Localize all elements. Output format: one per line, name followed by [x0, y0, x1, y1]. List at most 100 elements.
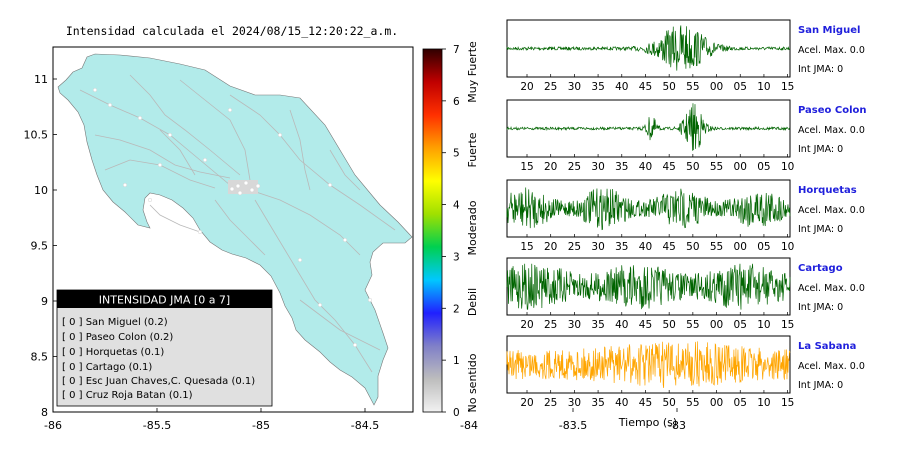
trace-tick-label: 25: [544, 397, 557, 409]
waveform-line: [506, 25, 791, 71]
station-name: Cartago: [798, 263, 843, 274]
map-frame: [52, 46, 414, 413]
trace-tick-label: 20: [520, 397, 533, 409]
legend-item: [ 0 ] Horquetas (0.1): [62, 347, 164, 358]
trace-panel-san-miguel: 20 25 30 35 40 45 50 55 00 05 10 15 San Miguel Acel. …: [506, 19, 865, 93]
trace-tick-label: 30: [591, 161, 604, 173]
trace-tick-label: 15: [520, 161, 533, 173]
map-y-tick-label: 9: [41, 295, 48, 308]
station-accel: Acel. Max. 0.0: [798, 205, 865, 216]
trace-tick-label: 55: [686, 81, 699, 93]
trace-tick-label: 00: [734, 161, 747, 173]
trace-tick-label: 45: [639, 319, 652, 331]
trace-tick-label: 45: [639, 397, 652, 409]
trace-tick-label: 45: [639, 81, 652, 93]
station-intensity: Int JMA: 0: [798, 64, 843, 75]
map-x-tick-label: -83.5: [559, 419, 587, 432]
trace-panel-paseo-colon: 15 20 25 30 35 40 45 50 55 00 05 10 Paseo Colon Acel.…: [506, 99, 867, 173]
trace-tick-label: 00: [710, 397, 723, 409]
trace-tick-label: 35: [591, 319, 604, 331]
waveform-line: [506, 103, 791, 151]
trace-tick-label: 30: [568, 81, 581, 93]
station-accel: Acel. Max. 0.0: [798, 361, 865, 372]
waveform-line: [506, 187, 791, 231]
trace-panel-la-sabana: 20 25 30 35 40 45 50 55 00 05 10 15 La Sabana Acel. M…: [506, 335, 865, 409]
trace-tick-label: 20: [520, 81, 533, 93]
map-x-tick-label: -84.5: [351, 419, 379, 432]
colorbar-ticks: 0 1 2 3 4 5 6 7 No sentido Debil Moderado Fuerte Muy…: [442, 41, 479, 419]
trace-tick-label: 20: [544, 241, 557, 253]
trace-tick-label: 50: [686, 161, 699, 173]
waveform-line: [506, 263, 791, 310]
trace-panel-horquetas: 15 20 25 30 35 40 45 50 55 00 05 10 Horquetas Acel. M…: [506, 179, 865, 253]
legend-box: INTENSIDAD JMA [0 a 7] [ 0 ] San Miguel …: [56, 289, 273, 407]
trace-tick-label: 20: [520, 319, 533, 331]
map-y-tick-label: 8.5: [31, 351, 49, 364]
trace-tick-label: 15: [781, 81, 794, 93]
map-x-tick-label: -85: [252, 419, 270, 432]
trace-tick-label: 15: [520, 241, 533, 253]
trace-tick-label: 45: [662, 241, 675, 253]
colorbar-category-label: Debil: [466, 288, 479, 316]
trace-tick-label: 50: [686, 241, 699, 253]
trace-tick-label: 40: [639, 241, 652, 253]
waveform-line: [506, 341, 791, 389]
town-markers: [92, 87, 373, 348]
trace-tick-label: 20: [544, 161, 557, 173]
trace-tick-label: 10: [757, 81, 770, 93]
station-accel: Acel. Max. 0.0: [798, 125, 865, 136]
trace-tick-label: 50: [662, 319, 675, 331]
station-name: Horquetas: [798, 185, 857, 196]
colorbar-category-label: Muy Fuerte: [466, 41, 479, 103]
station-name: La Sabana: [798, 341, 856, 352]
trace-tick-label: 35: [615, 161, 628, 173]
trace-tick-label: 05: [734, 319, 747, 331]
trace-tick-label: 55: [686, 319, 699, 331]
station-intensity: Int JMA: 0: [798, 302, 843, 313]
legend-item: [ 0 ] Esc Juan Chaves,C. Quesada (0.1): [62, 376, 255, 387]
trace-tick-label: 35: [591, 397, 604, 409]
map-x-tick-label: -83: [668, 419, 686, 432]
trace-tick-label: 30: [568, 397, 581, 409]
colorbar-tick-label: 7: [453, 44, 460, 56]
trace-tick-label: 30: [568, 319, 581, 331]
station-name: Paseo Colon: [798, 105, 867, 116]
map-axes: -86 -85.5 -85 -84.5 -84 -83.5 -83 11 10.5 10 9.5 9 8…: [24, 73, 686, 432]
trace-tick-label: 50: [662, 397, 675, 409]
map-y-tick-label: 10: [34, 184, 48, 197]
trace-tick-label: 25: [568, 241, 581, 253]
trace-tick-label: 30: [591, 241, 604, 253]
trace-tick-label: 55: [710, 241, 723, 253]
map-y-tick-label: 8: [41, 406, 48, 419]
trace-tick-label: 25: [544, 319, 557, 331]
colorbar-category-label: No sentido: [466, 353, 479, 412]
traces-panel: 20 25 30 35 40 45 50 55 00 05 10 15 San Miguel Acel. …: [506, 19, 867, 409]
station-name: San Miguel: [798, 25, 860, 36]
colorbar-tick-label: 3: [453, 251, 460, 263]
trace-tick-label: 40: [615, 319, 628, 331]
trace-tick-label: 00: [710, 81, 723, 93]
trace-tick-label: 55: [686, 397, 699, 409]
trace-tick-label: 05: [757, 161, 770, 173]
trace-tick-label: 15: [781, 319, 794, 331]
map-y-tick-label: 11: [34, 73, 48, 86]
map-y-tick-label: 9.5: [31, 240, 49, 253]
colorbar-tick-label: 6: [453, 96, 460, 108]
trace-tick-label: 40: [615, 397, 628, 409]
colorbar-tick-label: 2: [453, 303, 460, 315]
trace-panel-cartago: 20 25 30 35 40 45 50 55 00 05 10 15 Cartago Acel. Max…: [506, 257, 865, 331]
trace-tick-label: 35: [591, 81, 604, 93]
trace-tick-label: 40: [639, 161, 652, 173]
colorbar-tick-label: 5: [453, 148, 460, 160]
map-x-tick-label: -84: [460, 419, 478, 432]
trace-tick-label: 00: [710, 319, 723, 331]
trace-tick-label: 05: [757, 241, 770, 253]
map-y-tick-label: 10.5: [24, 129, 49, 142]
map-x-tick-label: -86: [44, 419, 62, 432]
traces-xlabel: Tiempo (s): [618, 416, 677, 429]
map-x-tick-label: -85.5: [143, 419, 171, 432]
trace-tick-label: 45: [662, 161, 675, 173]
trace-tick-label: 05: [734, 397, 747, 409]
legend-item: [ 0 ] Cruz Roja Batan (0.1): [62, 390, 193, 401]
